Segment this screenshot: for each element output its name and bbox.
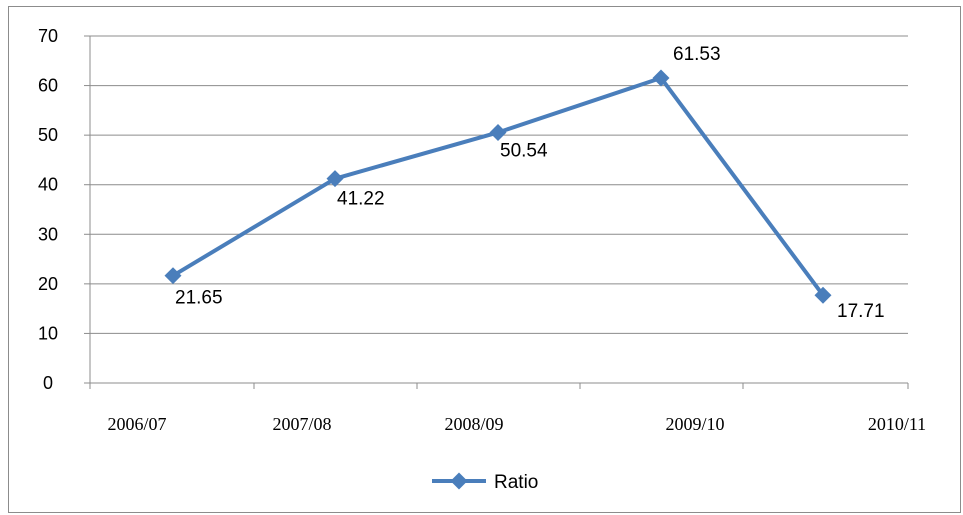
data-labels: 21.65 41.22 50.54 61.53 17.71 — [175, 44, 885, 322]
y-tick-label: 50 — [38, 125, 58, 145]
data-label: 61.53 — [673, 44, 721, 65]
y-tick-label: 40 — [38, 175, 58, 195]
data-point-2006/07 — [164, 267, 182, 285]
x-tick-label: 2008/09 — [444, 414, 503, 434]
y-axis-ticks: 0 10 20 30 40 50 60 70 — [38, 26, 90, 393]
x-tick-label: 2009/10 — [665, 414, 724, 434]
legend: Ratio — [432, 472, 538, 493]
data-point-2007/08 — [326, 170, 344, 188]
legend-marker-ratio — [450, 472, 468, 490]
y-tick-label: 0 — [43, 373, 53, 393]
x-tick-label: 2010/11 — [868, 414, 926, 434]
y-tick-label: 10 — [38, 323, 58, 343]
data-point-2009/10 — [652, 69, 670, 87]
x-tick-label: 2006/07 — [107, 414, 166, 434]
legend-label-ratio: Ratio — [494, 472, 538, 493]
data-label: 41.22 — [337, 189, 385, 210]
y-tick-label: 30 — [38, 224, 58, 244]
y-tick-label: 20 — [38, 274, 58, 294]
data-label: 21.65 — [175, 288, 223, 309]
data-point-2008/09 — [489, 123, 507, 141]
chart-frame — [8, 6, 961, 513]
x-axis-ticks: 2006/07 2007/08 2008/09 2009/10 2010/11 — [89, 383, 926, 434]
series-ratio — [164, 69, 832, 304]
series-line-ratio — [171, 75, 825, 297]
x-tick-label: 2007/08 — [272, 414, 331, 434]
y-tick-label: 60 — [38, 76, 58, 96]
data-label: 50.54 — [500, 140, 548, 161]
y-tick-label: 70 — [38, 26, 58, 46]
data-point-2010/11 — [814, 286, 832, 304]
data-label: 17.71 — [837, 301, 885, 322]
